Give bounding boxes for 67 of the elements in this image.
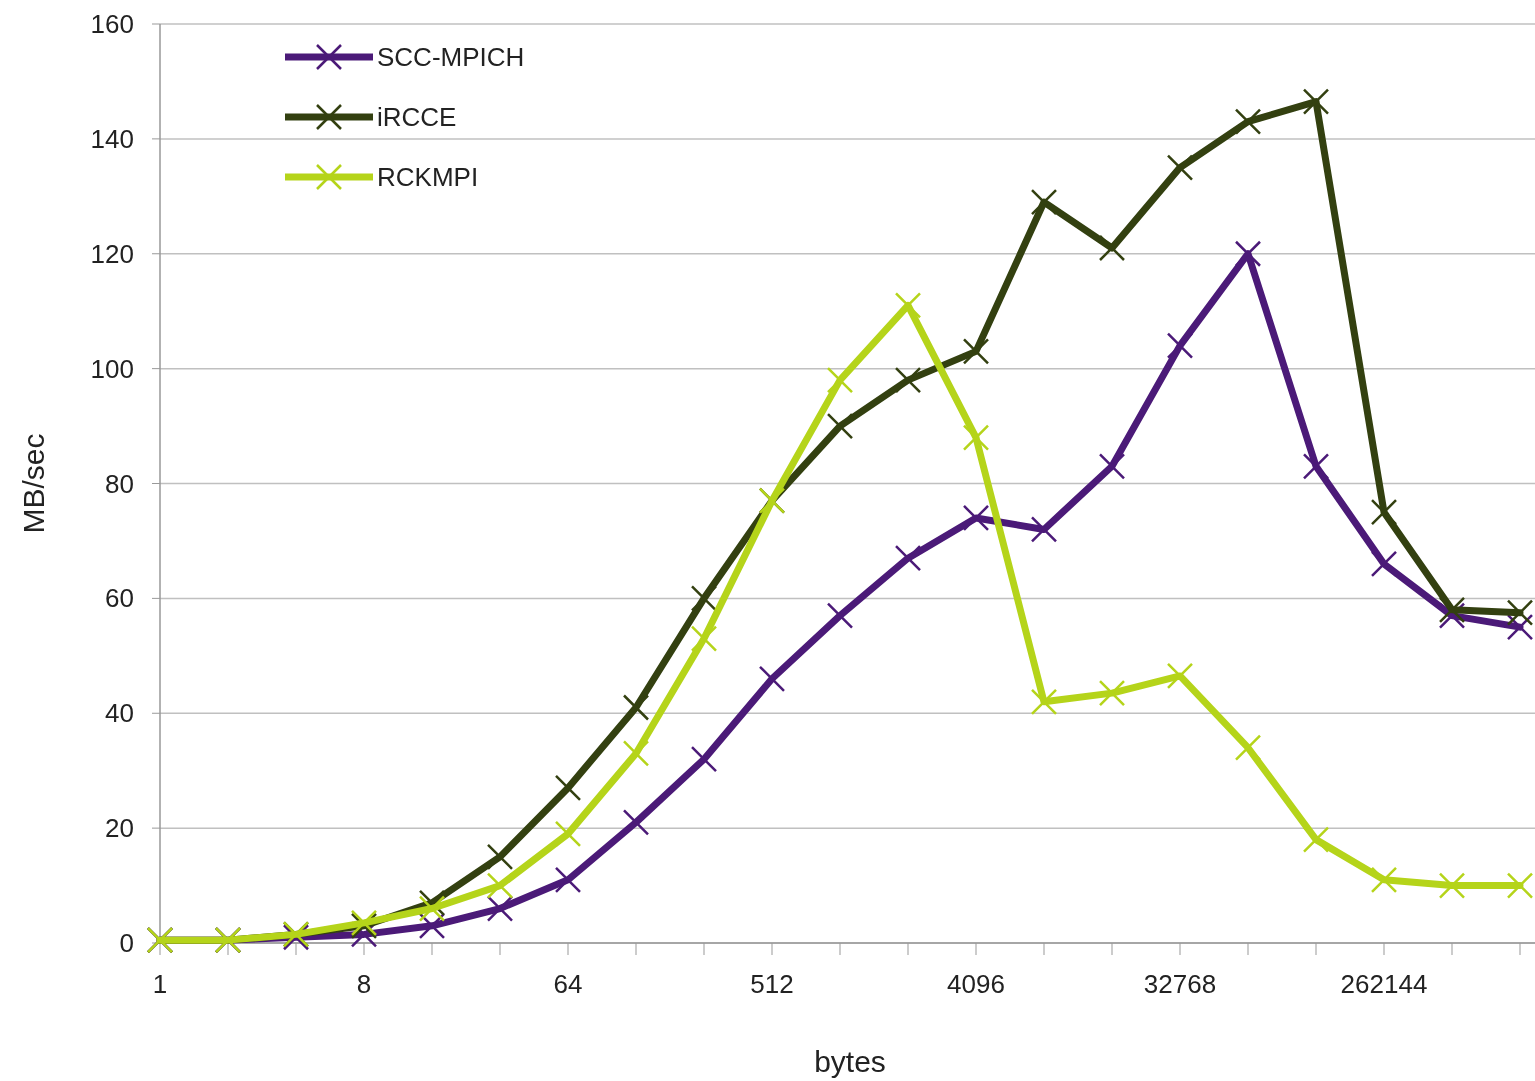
point (1234, 734, 1262, 761)
point (1370, 550, 1398, 578)
point (690, 745, 718, 773)
point (486, 843, 514, 871)
point (1030, 516, 1058, 543)
y-tick-label: 20 (105, 813, 134, 844)
point (758, 665, 786, 693)
point (1030, 188, 1058, 216)
x-tick-label: 512 (750, 969, 794, 999)
x-tick-label: 1 (152, 969, 168, 999)
point (1234, 240, 1262, 267)
point (554, 866, 582, 894)
x-tick-label: 32768 (1143, 969, 1217, 999)
point (1506, 613, 1534, 641)
y-tick-label: 60 (105, 583, 134, 614)
point (418, 895, 446, 922)
y-tick-label: 0 (119, 928, 134, 959)
x-tick-label: 262144 (1340, 969, 1428, 999)
point (1030, 688, 1058, 716)
point (1370, 866, 1398, 894)
point (486, 895, 514, 922)
y-tick-label: 80 (105, 468, 134, 499)
point (690, 625, 718, 652)
point (962, 338, 990, 365)
legend-label: SCC-MPICH (377, 42, 525, 73)
legend-label: RCKMPI (377, 162, 479, 193)
point (622, 694, 650, 721)
y-tick-label: 120 (90, 238, 134, 269)
point (826, 602, 854, 629)
point (1438, 872, 1466, 899)
point (1098, 234, 1126, 262)
point (554, 820, 582, 848)
point (1166, 154, 1194, 181)
point (962, 504, 990, 532)
point (1506, 872, 1534, 899)
point (1438, 596, 1466, 624)
x-tick-label: 4096 (947, 969, 1005, 999)
point (622, 809, 650, 836)
y-tick-label: 160 (90, 9, 134, 40)
point (1302, 88, 1330, 115)
point (1098, 453, 1126, 480)
y-tick-label: 140 (90, 123, 134, 154)
x-tick-label: 64 (553, 969, 583, 999)
y-axis-title: MB/sec (17, 433, 50, 534)
point (1098, 679, 1126, 707)
point (486, 872, 514, 899)
point (1302, 826, 1330, 853)
point (622, 740, 650, 767)
point (826, 412, 854, 440)
legend-label: iRCCE (377, 102, 457, 133)
point (826, 366, 854, 394)
point (554, 774, 582, 802)
point (962, 424, 990, 451)
point (1506, 599, 1534, 626)
y-tick-label: 40 (105, 698, 134, 729)
y-tick-label: 100 (90, 353, 134, 384)
x-axis-title: bytes (814, 1045, 886, 1078)
point (1234, 108, 1262, 135)
x-tick-label: 8 (356, 969, 372, 999)
point (1166, 662, 1194, 690)
point (894, 544, 922, 572)
point (690, 585, 718, 612)
point (894, 366, 922, 394)
point (1302, 453, 1330, 480)
point (894, 292, 922, 319)
point (1166, 332, 1194, 359)
point (1370, 498, 1398, 526)
